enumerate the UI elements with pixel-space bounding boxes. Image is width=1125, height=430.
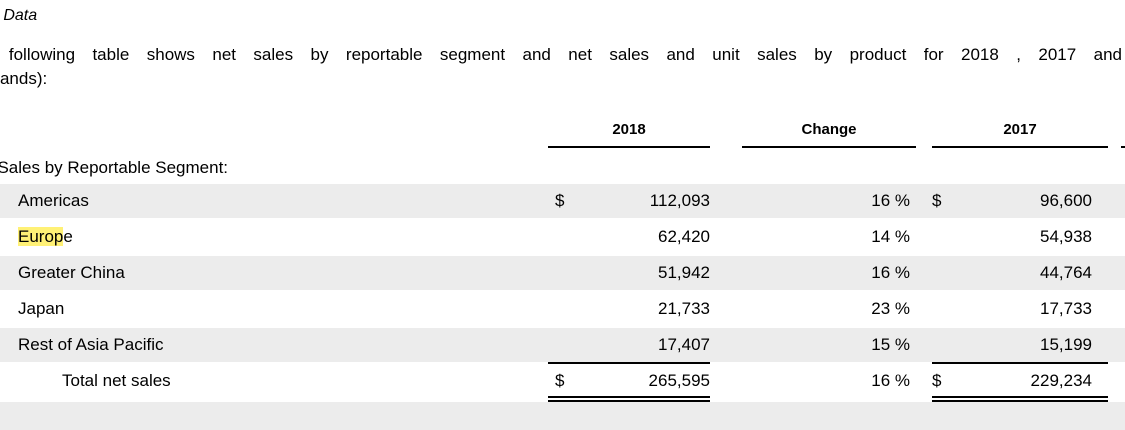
value-change: 16 % (871, 263, 910, 282)
value-change: 23 % (871, 299, 910, 318)
table-row (0, 328, 1125, 362)
highlighted-text: Europ (18, 227, 64, 246)
column-header-change: Change (801, 121, 857, 138)
currency-symbol: $ (555, 371, 565, 390)
section-title: t Sales by Reportable Segment: (0, 158, 229, 177)
header-rule-cut (1121, 146, 1125, 148)
value-2017: 54,938 (1040, 227, 1092, 246)
double-rule-2018-top (548, 396, 710, 398)
value-change: 16 % (871, 191, 910, 210)
total-label: Total net sales (62, 371, 171, 390)
header-rule-2018 (548, 146, 710, 148)
table-row (0, 256, 1125, 290)
value-change: 14 % (871, 227, 910, 246)
intro-text-line-2: usands): (0, 69, 48, 88)
currency-symbol: $ (932, 371, 942, 390)
value-2018: 62,420 (658, 227, 710, 246)
header-rule-2017 (932, 146, 1108, 148)
value-2017: 44,764 (1040, 263, 1092, 282)
row-label: Rest of Asia Pacific (18, 335, 164, 354)
column-header-2018: 2018 (612, 121, 646, 138)
intro-text-line-1: e following table shows net sales by rep… (0, 45, 1122, 64)
value-2017: 96,600 (1040, 191, 1092, 210)
value-2018: 112,093 (649, 191, 710, 210)
double-rule-2018-bottom (548, 400, 710, 402)
row-label: Americas (18, 191, 89, 210)
total-change: 16 % (871, 371, 910, 390)
table-row (0, 184, 1125, 218)
row-label: Japan (18, 299, 65, 318)
total-2018: 265,595 (648, 371, 710, 390)
value-2018: 17,407 (658, 335, 710, 354)
value-2018: 51,942 (658, 263, 710, 282)
row-label: Europe (18, 227, 73, 246)
subtotal-rule-2017 (932, 362, 1108, 364)
value-change: 15 % (871, 335, 910, 354)
double-rule-2017-top (932, 396, 1108, 398)
currency-symbol: $ (932, 191, 942, 210)
section-heading: es Data (0, 7, 38, 24)
value-2017: 15,199 (1040, 335, 1092, 354)
subtotal-rule-2018 (548, 362, 710, 364)
value-2017: 17,733 (1040, 299, 1092, 318)
row-label: Greater China (18, 263, 125, 282)
currency-symbol: $ (555, 191, 565, 210)
value-2018: 21,733 (658, 299, 710, 318)
table-row (0, 402, 1125, 430)
header-rule-change (742, 146, 916, 148)
double-rule-2017-bottom (932, 400, 1108, 402)
total-2017: 229,234 (1030, 371, 1092, 390)
column-header-2017: 2017 (1003, 121, 1037, 138)
